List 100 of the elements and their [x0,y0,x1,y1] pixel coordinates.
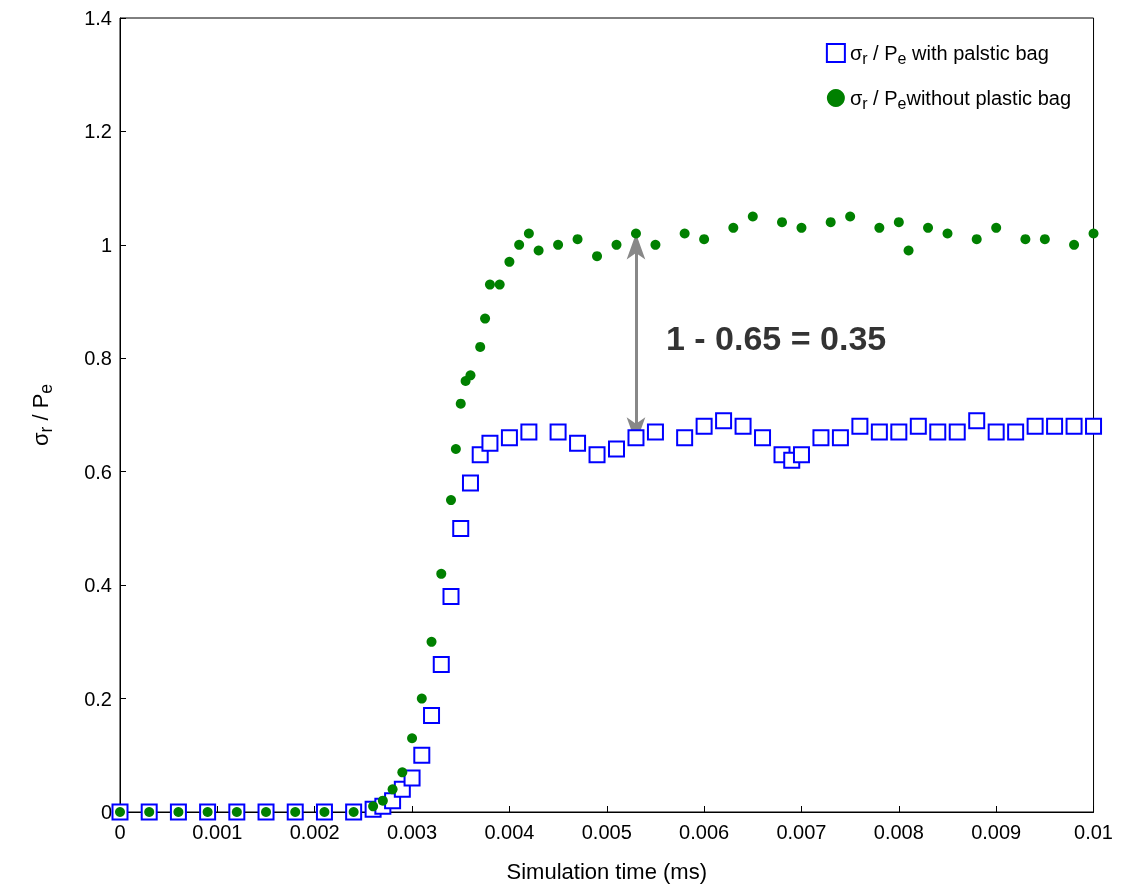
point [465,370,476,381]
point [455,398,466,409]
x-tick-label: 0.005 [581,821,632,843]
point [572,234,583,245]
point [676,429,694,447]
point [1007,423,1025,441]
point [1069,239,1080,250]
point [923,222,934,233]
point [987,423,1005,441]
point [504,256,515,267]
point [870,423,888,441]
point [592,251,603,262]
point [728,222,739,233]
point [569,434,587,452]
point [851,417,869,435]
y-tick-label: 0 [100,801,112,823]
point [825,217,836,228]
point [475,341,486,352]
x-tick-label: 0.01 [1074,821,1114,843]
point [413,746,431,764]
y-axis-title: σr / Pe [28,383,56,447]
x-tick-label: 0 [114,821,126,843]
point [549,423,567,441]
point [426,636,437,647]
point [407,733,418,744]
x-tick-label: 0.006 [679,821,730,843]
point [812,429,830,447]
point [909,417,927,435]
x-tick-label: 0.003 [387,821,438,843]
point [1085,417,1103,435]
point [432,656,450,674]
point [387,784,398,795]
point [845,211,856,222]
point [397,767,408,778]
point [450,444,461,455]
point [481,434,499,452]
point [416,693,427,704]
y-tick-label: 0.4 [84,574,112,597]
point [646,423,664,441]
point [1039,234,1050,245]
point [650,239,661,250]
point [461,474,479,492]
point [436,568,447,579]
point [874,222,885,233]
point [890,423,908,441]
y-tick-label: 0.6 [84,460,112,483]
point [968,412,986,430]
point [991,222,1002,233]
point [715,412,733,430]
point [553,239,564,250]
point [929,423,947,441]
point [695,417,713,435]
point [520,423,538,441]
point [442,587,460,605]
point [942,228,953,239]
point [1046,417,1064,435]
x-tick-label: 0.001 [192,821,243,843]
point [754,429,772,447]
point [423,707,441,725]
y-tick-label: 1 [100,233,112,256]
x-tick-label: 0.007 [776,821,827,843]
point [1088,228,1099,239]
point [452,519,470,537]
point [903,245,914,256]
point [403,769,421,787]
point [792,446,810,464]
point [893,217,904,228]
point [734,417,752,435]
point [588,446,606,464]
point [777,217,788,228]
y-tick-label: 0.8 [84,347,112,370]
point [494,279,505,290]
annotation: 1 - 0.65 = 0.35 [665,319,887,358]
point [523,228,534,239]
x-tick-label: 0.008 [873,821,924,843]
point [1065,417,1083,435]
x-axis-title: Simulation time (ms) [506,858,708,884]
point [500,429,518,447]
point [948,423,966,441]
point [1020,234,1031,245]
x-tick-label: 0.009 [971,821,1022,843]
point [831,429,849,447]
x-tick-label: 0.002 [289,821,340,843]
y-tick-label: 1.2 [84,120,112,143]
y-tick-label: 1.4 [84,7,112,29]
x-tick-label: 0.004 [484,821,535,843]
point [484,279,495,290]
point [627,429,645,447]
point [971,234,982,245]
point [611,239,622,250]
point [446,495,456,506]
point [699,234,710,245]
point [480,313,491,324]
y-tick-label: 0.2 [84,687,112,710]
point [1026,417,1044,435]
point [533,245,544,256]
point [608,440,625,458]
point [796,222,807,233]
point [514,239,525,250]
point [630,228,641,239]
